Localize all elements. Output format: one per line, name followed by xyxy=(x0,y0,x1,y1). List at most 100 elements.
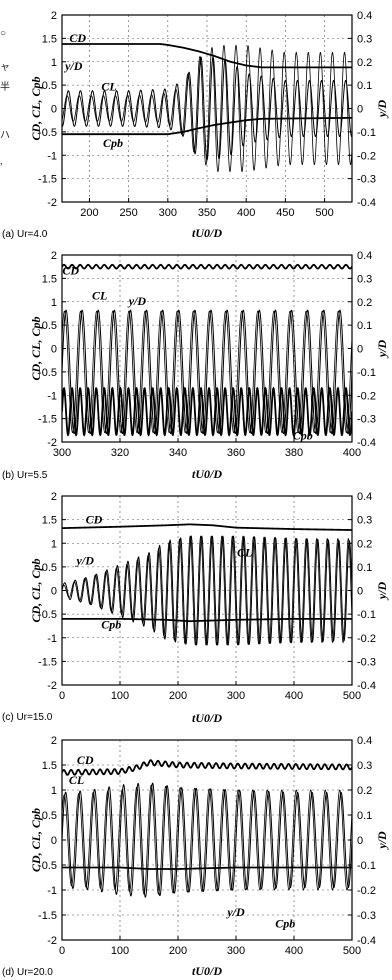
y-tick-label-left: -1.5 xyxy=(38,174,57,186)
y-axis-label-right: y/D xyxy=(375,831,389,851)
x-tick-label: 100 xyxy=(111,690,129,702)
x-tick-label: 360 xyxy=(227,447,245,459)
x-tick-label: 250 xyxy=(119,207,137,219)
series-annotation-cl: CL xyxy=(69,773,84,787)
y-tick-label-left: -1 xyxy=(47,390,57,402)
y-tick-label-left: -1.5 xyxy=(38,910,57,922)
series-annotation-cpb: Cpb xyxy=(103,136,123,150)
y-tick-label-left: 0.5 xyxy=(42,320,57,332)
y-tick-label-right: -0.2 xyxy=(357,390,376,402)
y-axis-label-left: CD, CL, Cpb xyxy=(29,558,43,622)
series-annotation-cl: CL xyxy=(92,288,107,302)
y-tick-label-left: 1.5 xyxy=(42,273,57,285)
series-line-y-d xyxy=(62,44,352,173)
y-tick-label-right: -0.1 xyxy=(357,609,376,621)
x-tick-label: 300 xyxy=(159,207,177,219)
series-annotation-cl: CL xyxy=(101,80,116,94)
panel-caption: (b) Ur=5.5 xyxy=(2,470,48,481)
x-tick-label: 300 xyxy=(227,945,245,957)
y-tick-label-left: 1.5 xyxy=(42,33,57,45)
edge-glyph-1: ○ xyxy=(0,28,7,39)
panel-caption: (a) Ur=4.0 xyxy=(2,229,48,240)
series-annotations: CD CL y/D Cpb xyxy=(75,512,253,631)
x-tick-label: 200 xyxy=(169,945,187,957)
y-tick-label-right: 0.2 xyxy=(357,785,372,797)
y-tick-label-right: -0.2 xyxy=(357,885,376,897)
y-tick-label-left: 2 xyxy=(51,491,57,503)
y-tick-label-left: -1 xyxy=(47,150,57,162)
series-annotations: CD CL y/D Cpb xyxy=(69,753,295,931)
x-tick-label: 450 xyxy=(276,207,294,219)
series-annotation-y-d: y/D xyxy=(225,905,245,919)
y-axis-label-left: CD, CL, Cpb xyxy=(29,808,43,872)
y-tick-label-right: 0 xyxy=(357,344,363,356)
chart-panel-4: -2 -1.5 -1 -0.5 0 0.5 1 1.5 2 -0.4 -0.3 -0.2 -0.1 0 0.… xyxy=(2,735,389,978)
y-tick-label-right: 0 xyxy=(357,104,363,116)
y-tick-label-left: -0.5 xyxy=(38,367,57,379)
series-line-cl xyxy=(62,309,352,435)
x-tick-label: 400 xyxy=(285,690,303,702)
series-line-cd xyxy=(62,759,352,776)
series-annotations: CD y/D CL Cpb xyxy=(63,31,123,150)
y-tick-label-left: -1.5 xyxy=(38,414,57,426)
x-tick-label: 400 xyxy=(285,945,303,957)
series-line-cpb xyxy=(62,866,352,870)
edge-glyph-4: ハ xyxy=(0,130,10,141)
y-tick-label-right: 0.4 xyxy=(357,10,372,22)
y-tick-label-right: 0.2 xyxy=(357,538,372,550)
x-tick-label: 0 xyxy=(59,945,65,957)
y-tick-label-right: 0.3 xyxy=(357,515,372,527)
edge-glyph-2: ャ xyxy=(0,62,10,73)
series-annotation-cd: CD xyxy=(69,31,86,45)
series-annotation-cpb: Cpb xyxy=(101,617,121,631)
series-annotation-cl: CL xyxy=(237,545,252,559)
y-tick-label-left: 0 xyxy=(51,835,57,847)
series-line-cd xyxy=(62,263,352,270)
x-axis-label: tU0/D xyxy=(192,467,222,481)
x-tick-label: 300 xyxy=(53,447,71,459)
y-tick-label-left: 1 xyxy=(51,538,57,550)
y-tick-label-left: 0 xyxy=(51,104,57,116)
tick-labels: -2 -1.5 -1 -0.5 0 0.5 1 1.5 2 -0.4 -0.3 -0.2 -0.1 0 0.… xyxy=(38,250,376,459)
y-tick-label-right: -0.4 xyxy=(357,437,376,449)
y-tick-label-right: 0.1 xyxy=(357,80,372,92)
series-line-cpb xyxy=(62,617,352,623)
series-annotation-cd: CD xyxy=(62,264,79,278)
x-tick-label: 340 xyxy=(169,447,187,459)
y-tick-label-right: 0.2 xyxy=(357,297,372,309)
y-tick-label-right: -0.4 xyxy=(357,197,376,209)
y-tick-label-left: -0.5 xyxy=(38,860,57,872)
y-tick-label-right: 0.3 xyxy=(357,273,372,285)
y-tick-label-left: -1.5 xyxy=(38,656,57,668)
x-axis-label: tU0/D xyxy=(192,226,222,240)
series-line-y-d xyxy=(62,310,352,434)
y-tick-label-right: 0.1 xyxy=(357,562,372,574)
y-tick-label-right: -0.3 xyxy=(357,910,376,922)
y-tick-label-right: 0.3 xyxy=(357,760,372,772)
y-tick-label-left: 2 xyxy=(51,735,57,747)
y-tick-label-right: 0.1 xyxy=(357,810,372,822)
panel-caption: (d) Ur=20.0 xyxy=(2,967,53,978)
y-axis-label-right: y/D xyxy=(375,100,389,120)
y-tick-label-left: 0.5 xyxy=(42,80,57,92)
x-tick-label: 400 xyxy=(343,447,361,459)
series-line-y-d xyxy=(62,784,352,895)
y-tick-label-left: 0.5 xyxy=(42,810,57,822)
y-tick-label-left: 0 xyxy=(51,586,57,598)
y-tick-label-right: 0.4 xyxy=(357,735,372,747)
y-axis-label-left: CD, CL, Cpb xyxy=(29,316,43,380)
x-tick-label: 100 xyxy=(111,945,129,957)
y-tick-label-left: 2 xyxy=(51,10,57,22)
series-line-cl xyxy=(62,782,352,898)
y-tick-label-left: -0.5 xyxy=(38,127,57,139)
y-tick-label-right: -0.4 xyxy=(357,680,376,692)
tick-labels: -2 -1.5 -1 -0.5 0 0.5 1 1.5 2 -0.4 -0.3 -0.2 -0.1 0 0.… xyxy=(38,491,376,702)
x-tick-label: 200 xyxy=(169,690,187,702)
series-annotation-y-d: y/D xyxy=(127,294,147,308)
series-line-cd xyxy=(62,43,352,69)
x-tick-label: 500 xyxy=(315,207,333,219)
series-line-cd xyxy=(62,523,352,531)
x-tick-label: 300 xyxy=(227,690,245,702)
y-tick-label-left: -1 xyxy=(47,633,57,645)
